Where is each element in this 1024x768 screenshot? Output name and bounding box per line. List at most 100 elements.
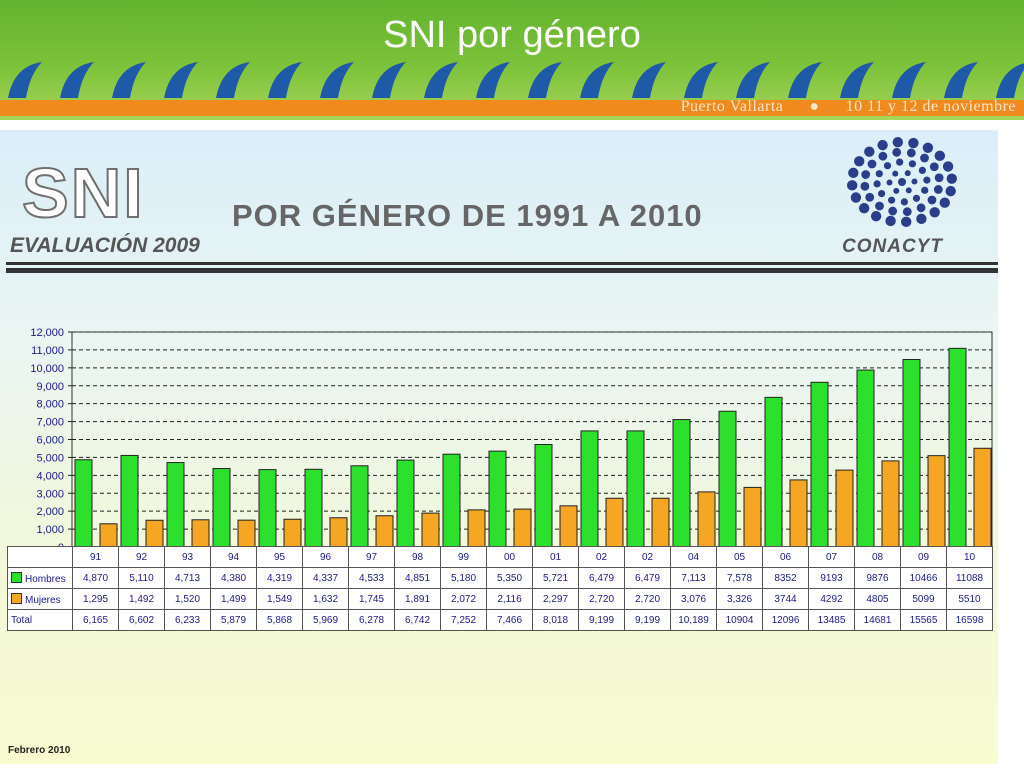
row-label	[7, 546, 73, 568]
bar-mujeres	[99, 523, 118, 548]
y-tick-label: 5,000	[36, 452, 64, 464]
table-cell: 1,520	[164, 588, 211, 610]
logo-dot	[908, 137, 919, 149]
table-cell: 7,578	[716, 567, 763, 589]
wave-shape	[268, 62, 302, 98]
table-cell: 4,380	[210, 567, 257, 589]
logo-dot	[861, 170, 871, 179]
logo-dot	[898, 178, 906, 186]
bar-hombres	[258, 469, 277, 548]
row-label: Mujeres	[7, 588, 73, 610]
table-cell: 5510	[946, 588, 993, 610]
logo-dot	[912, 194, 921, 202]
logo-dot	[846, 180, 858, 191]
logo-dot	[878, 151, 888, 161]
logo-dot	[929, 207, 940, 218]
bar-hombres	[350, 465, 369, 548]
table-cell: 9193	[808, 567, 855, 589]
wave-shape	[528, 62, 562, 98]
bar-mujeres	[881, 460, 900, 548]
event-dates: 10 11 y 12 de noviembre	[845, 98, 1016, 115]
logo-dot	[923, 176, 931, 184]
bar-hombres	[488, 450, 507, 548]
bar-mujeres	[513, 508, 532, 548]
logo-dot	[858, 202, 870, 214]
table-cell: 09	[900, 546, 947, 568]
table-cell: 1,891	[394, 588, 441, 610]
bar-hombres	[672, 419, 691, 548]
logo-dot	[916, 213, 927, 225]
table-cell: 7,466	[486, 609, 533, 631]
y-tick-label: 11,000	[31, 345, 64, 357]
logo-dot	[875, 170, 883, 178]
table-cell: 6,233	[164, 609, 211, 631]
table-cell: 4,713	[164, 567, 211, 589]
bar-hombres	[810, 381, 829, 548]
bar-hombres	[120, 454, 139, 548]
logo-dot	[921, 186, 929, 194]
table-cell: 93	[164, 546, 211, 568]
table-cell: 6,479	[578, 567, 625, 589]
table-cell: 4,337	[302, 567, 349, 589]
table-cell: 7,113	[670, 567, 717, 589]
logo-dot	[865, 192, 875, 202]
logo-dot	[854, 156, 865, 167]
table-cell: 96	[302, 546, 349, 568]
table-cell: 01	[532, 546, 579, 568]
table-cell: 91	[72, 546, 119, 568]
bar-hombres	[396, 459, 415, 548]
table-cell: 16598	[946, 609, 993, 631]
table-cell: 10904	[716, 609, 763, 631]
table-cell: 8,018	[532, 609, 579, 631]
bar-hombres	[718, 410, 737, 548]
event-line: Puerto Vallarta ● 10 11 y 12 de noviembre	[681, 98, 1016, 116]
table-cell: 4805	[854, 588, 901, 610]
table-cell: 6,479	[624, 567, 671, 589]
table-cell: 94	[210, 546, 257, 568]
table-cell: 02	[624, 546, 671, 568]
table-cell: 5,110	[118, 567, 165, 589]
wave-shape	[944, 62, 978, 98]
table-cell: 2,072	[440, 588, 487, 610]
table-cell: 92	[118, 546, 165, 568]
y-tick-label: 7,000	[36, 417, 64, 429]
bar-hombres	[626, 430, 645, 548]
logo-dot	[848, 167, 859, 179]
table-cell: 1,492	[118, 588, 165, 610]
table-cell: 04	[670, 546, 717, 568]
table-cell: 5,868	[256, 609, 303, 631]
logo-dot	[860, 181, 870, 191]
wave-shape	[580, 62, 614, 98]
logo-dot	[870, 211, 882, 222]
bar-mujeres	[927, 455, 946, 548]
bar-hombres	[856, 369, 875, 548]
y-tick-label: 12,000	[30, 327, 64, 339]
bar-mujeres	[145, 519, 164, 548]
wave-shape	[164, 62, 198, 98]
table-cell: 9876	[854, 567, 901, 589]
sni-logo: SNI	[21, 154, 145, 232]
table-cell: 2,297	[532, 588, 579, 610]
logo-dot	[916, 203, 926, 213]
bar-hombres	[764, 396, 783, 548]
bar-mujeres	[191, 519, 210, 548]
table-cell: 2,720	[578, 588, 625, 610]
bar-mujeres	[697, 491, 716, 548]
bar-hombres	[948, 347, 967, 548]
table-cell: 98	[394, 546, 441, 568]
table-cell: 99	[440, 546, 487, 568]
bar-hombres	[902, 358, 921, 548]
logo-dot	[850, 192, 862, 203]
mujeres-row: Mujeres 1,295 1,492 1,520 1,499 1,549 1,632 1,7…	[7, 588, 993, 610]
wave-shape	[788, 62, 822, 98]
bar-hombres	[534, 443, 553, 548]
logo-dot	[908, 160, 917, 168]
logo-dot	[946, 173, 958, 184]
chart-subtitle: POR GÉNERO DE 1991 A 2010	[232, 198, 703, 233]
table-cell: 06	[762, 546, 809, 568]
legend-key	[11, 592, 22, 604]
logo-dot	[878, 189, 886, 198]
logo-dot	[906, 148, 916, 158]
conacyt-sphere-logo	[846, 136, 958, 228]
wave-shape	[736, 62, 770, 98]
